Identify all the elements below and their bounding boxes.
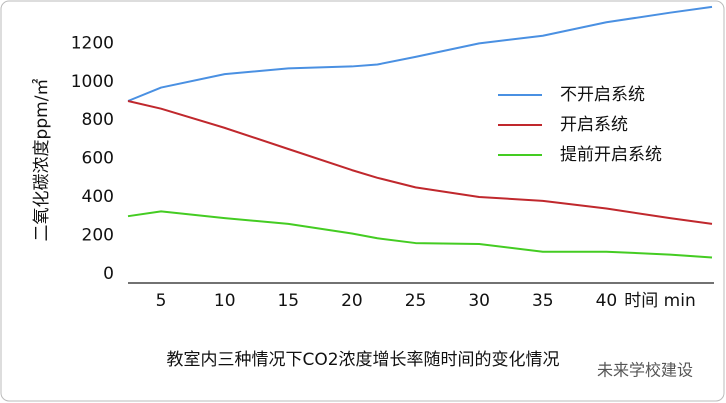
x-tick-label: 10	[214, 291, 236, 311]
x-tick-label: 5	[156, 291, 167, 311]
chart-title: 教室内三种情况下CO2浓度增长率随时间的变化情况	[166, 350, 559, 370]
line-series	[127, 210, 713, 259]
y-axis-label: 二氧化碳浓度ppm/㎡	[32, 79, 52, 242]
x-axis-label: 时间 min	[624, 291, 695, 311]
y-tick-label: 1000	[71, 72, 114, 92]
legend-label: 不开启系统	[560, 85, 645, 105]
watermark: 未来学校建设	[597, 361, 693, 380]
x-tick-label: 25	[405, 291, 427, 311]
y-tick-label: 1200	[71, 33, 114, 53]
y-tick-label: 600	[82, 149, 114, 169]
y-tick-label: 200	[82, 225, 114, 245]
x-tick-label: 30	[468, 291, 490, 311]
x-tick-label: 35	[532, 291, 554, 311]
line-series	[127, 5, 713, 102]
legend-label: 提前开启系统	[560, 145, 662, 165]
legend-label: 开启系统	[560, 115, 628, 135]
x-tick-label: 20	[341, 291, 363, 311]
x-tick-label: 15	[277, 291, 299, 311]
y-tick-label: 400	[82, 187, 114, 207]
y-tick-label: 0	[103, 264, 114, 284]
y-tick-label: 800	[82, 110, 114, 130]
x-tick-label: 40	[596, 291, 618, 311]
line-series	[127, 100, 713, 225]
